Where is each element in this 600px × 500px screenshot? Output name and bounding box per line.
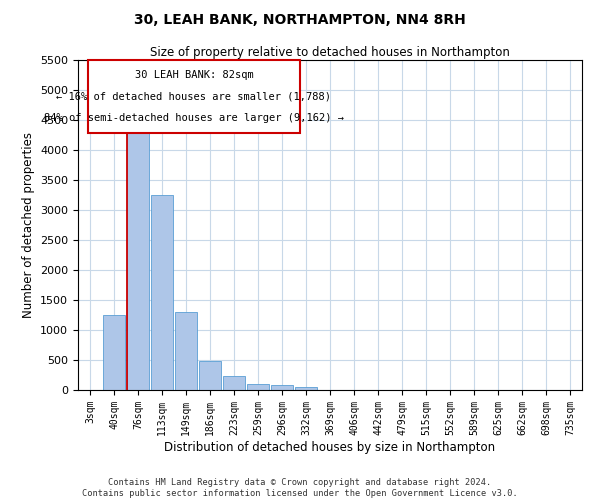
- Bar: [199, 361, 221, 390]
- Text: 30, LEAH BANK, NORTHAMPTON, NN4 8RH: 30, LEAH BANK, NORTHAMPTON, NN4 8RH: [134, 12, 466, 26]
- Bar: [223, 376, 245, 390]
- Bar: [151, 195, 173, 390]
- Bar: [247, 384, 269, 390]
- Text: Contains HM Land Registry data © Crown copyright and database right 2024.
Contai: Contains HM Land Registry data © Crown c…: [82, 478, 518, 498]
- Text: 30 LEAH BANK: 82sqm: 30 LEAH BANK: 82sqm: [134, 70, 253, 80]
- Bar: [127, 132, 149, 390]
- Bar: [175, 312, 197, 390]
- X-axis label: Distribution of detached houses by size in Northampton: Distribution of detached houses by size …: [164, 440, 496, 454]
- Bar: [295, 386, 317, 390]
- Bar: [271, 385, 293, 390]
- FancyBboxPatch shape: [88, 60, 300, 132]
- Text: ← 16% of detached houses are smaller (1,788): ← 16% of detached houses are smaller (1,…: [56, 92, 331, 102]
- Title: Size of property relative to detached houses in Northampton: Size of property relative to detached ho…: [150, 46, 510, 59]
- Bar: [103, 315, 125, 390]
- Text: 84% of semi-detached houses are larger (9,162) →: 84% of semi-detached houses are larger (…: [44, 113, 344, 123]
- Y-axis label: Number of detached properties: Number of detached properties: [22, 132, 35, 318]
